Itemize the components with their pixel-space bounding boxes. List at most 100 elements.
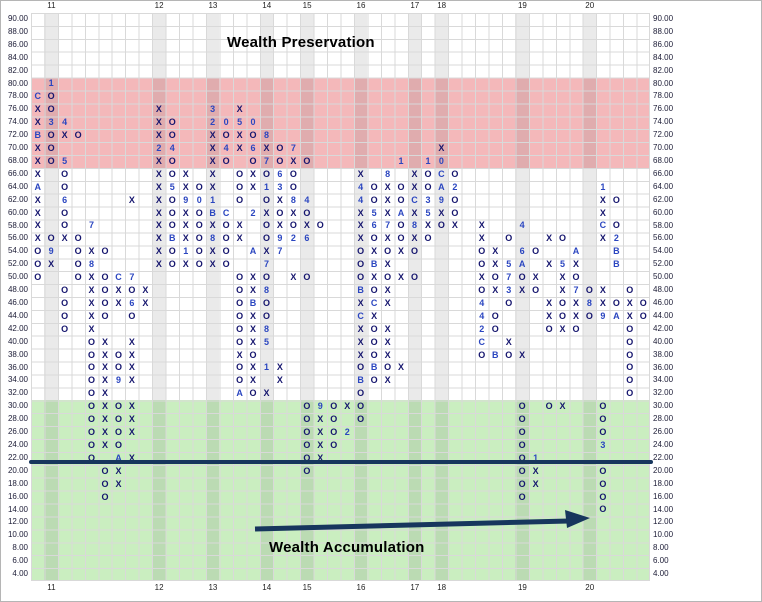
price-label: 42.00 bbox=[653, 323, 674, 333]
pnf-mark: O bbox=[128, 310, 136, 321]
pnf-mark: X bbox=[128, 349, 135, 360]
pnf-mark: X bbox=[128, 414, 135, 425]
pnf-mark: 3 bbox=[600, 439, 606, 450]
price-label: 76.00 bbox=[653, 104, 674, 114]
pnf-mark: O bbox=[289, 168, 297, 179]
pnf-mark: 9 bbox=[317, 401, 323, 412]
pnf-mark: O bbox=[168, 194, 176, 205]
pnf-mark: 6 bbox=[129, 297, 135, 308]
pnf-mark: O bbox=[505, 297, 513, 308]
price-label: 40.00 bbox=[653, 336, 674, 346]
pnf-mark: O bbox=[195, 207, 203, 218]
pnf-mark: X bbox=[290, 272, 297, 283]
pnf-mark: X bbox=[88, 323, 95, 334]
pnf-mark: X bbox=[155, 104, 162, 115]
pnf-mark: O bbox=[599, 478, 607, 489]
pnf-mark: O bbox=[236, 168, 244, 179]
pnf-mark: X bbox=[411, 233, 418, 244]
pnf-mark: O bbox=[61, 285, 69, 296]
year-label: 12 bbox=[154, 583, 164, 592]
pnf-mark: X bbox=[505, 336, 512, 347]
pnf-mark: X bbox=[317, 427, 324, 438]
pnf-mark: O bbox=[370, 375, 378, 386]
price-label: 88.00 bbox=[7, 26, 28, 36]
pnf-mark: 6 bbox=[250, 143, 256, 154]
pnf-mark: X bbox=[155, 130, 162, 141]
pnf-mark: O bbox=[114, 401, 122, 412]
pnf-mark: A bbox=[115, 452, 122, 463]
pnf-mark: 2 bbox=[452, 181, 458, 192]
pnf-mark: 1 bbox=[425, 155, 431, 166]
pnf-mark: X bbox=[371, 310, 378, 321]
pnf-mark: O bbox=[114, 427, 122, 438]
price-label: 22.00 bbox=[7, 452, 28, 462]
pnf-mark: X bbox=[250, 375, 257, 386]
pnf-mark: O bbox=[47, 91, 55, 102]
price-label: 14.00 bbox=[653, 504, 674, 514]
price-label: 90.00 bbox=[653, 14, 674, 23]
pnf-mark: X bbox=[115, 465, 122, 476]
price-label: 10.00 bbox=[653, 530, 674, 540]
pnf-mark: 5 bbox=[169, 181, 175, 192]
pnf-mark: 8 bbox=[586, 297, 592, 308]
pnf-mark: C bbox=[438, 168, 445, 179]
pnf-mark: 1 bbox=[263, 362, 269, 373]
pnf-mark: O bbox=[316, 220, 324, 231]
pnf-mark: X bbox=[155, 220, 162, 231]
pnf-mark: X bbox=[182, 220, 189, 231]
pnf-mark: O bbox=[599, 504, 607, 515]
price-label: 62.00 bbox=[653, 194, 674, 204]
pnf-mark: X bbox=[250, 272, 257, 283]
pnf-mark: X bbox=[48, 259, 55, 270]
pnf-mark: O bbox=[626, 362, 634, 373]
pnf-mark: O bbox=[532, 285, 540, 296]
pnf-mark: O bbox=[612, 194, 620, 205]
pnf-mark: 7 bbox=[263, 155, 269, 166]
pnf-mark: O bbox=[518, 452, 526, 463]
pnf-mark: X bbox=[236, 130, 243, 141]
pnf-mark: X bbox=[209, 130, 216, 141]
price-label: 72.00 bbox=[7, 130, 28, 140]
pnf-mark: X bbox=[276, 375, 283, 386]
price-label: 66.00 bbox=[653, 168, 674, 178]
pnf-mark: O bbox=[357, 401, 365, 412]
pnf-mark: O bbox=[276, 155, 284, 166]
pnf-mark: O bbox=[128, 285, 136, 296]
pnf-mark: O bbox=[34, 272, 42, 283]
pnf-mark: 5 bbox=[560, 259, 566, 270]
pnf-mark: 8 bbox=[385, 168, 391, 179]
price-label: 4.00 bbox=[12, 569, 28, 579]
pnf-mark: O bbox=[572, 272, 580, 283]
price-label: 74.00 bbox=[653, 117, 674, 127]
pnf-mark: O bbox=[262, 194, 270, 205]
pnf-mark: B bbox=[209, 207, 216, 218]
pnf-mark: 7 bbox=[263, 259, 269, 270]
pnf-mark: O bbox=[599, 427, 607, 438]
pnf-mark: O bbox=[88, 414, 96, 425]
pnf-mark: O bbox=[478, 349, 486, 360]
price-label: 16.00 bbox=[7, 491, 28, 501]
pnf-mark: 0 bbox=[196, 194, 202, 205]
pnf-mark: X bbox=[155, 117, 162, 128]
pnf-mark: X bbox=[532, 465, 539, 476]
pnf-mark: X bbox=[88, 310, 95, 321]
pnf-mark: 9 bbox=[115, 375, 121, 386]
pnf-mark: A bbox=[613, 310, 620, 321]
pnf-mark: O bbox=[599, 491, 607, 502]
pnf-mark: 9 bbox=[48, 246, 54, 257]
pnf-mark: X bbox=[209, 143, 216, 154]
price-label: 22.00 bbox=[653, 452, 674, 462]
pnf-mark: X bbox=[34, 104, 41, 115]
pnf-mark: O bbox=[384, 362, 392, 373]
pnf-mark: O bbox=[491, 323, 499, 334]
pnf-mark: X bbox=[209, 246, 216, 257]
price-label: 64.00 bbox=[7, 181, 28, 191]
price-label: 30.00 bbox=[653, 401, 674, 411]
pnf-mark: X bbox=[317, 439, 324, 450]
pnf-mark: 6 bbox=[519, 246, 525, 257]
pnf-mark: X bbox=[128, 362, 135, 373]
price-label: 32.00 bbox=[653, 388, 674, 398]
pnf-mark: X bbox=[236, 143, 243, 154]
pnf-mark: O bbox=[262, 297, 270, 308]
pnf-mark: O bbox=[599, 401, 607, 412]
